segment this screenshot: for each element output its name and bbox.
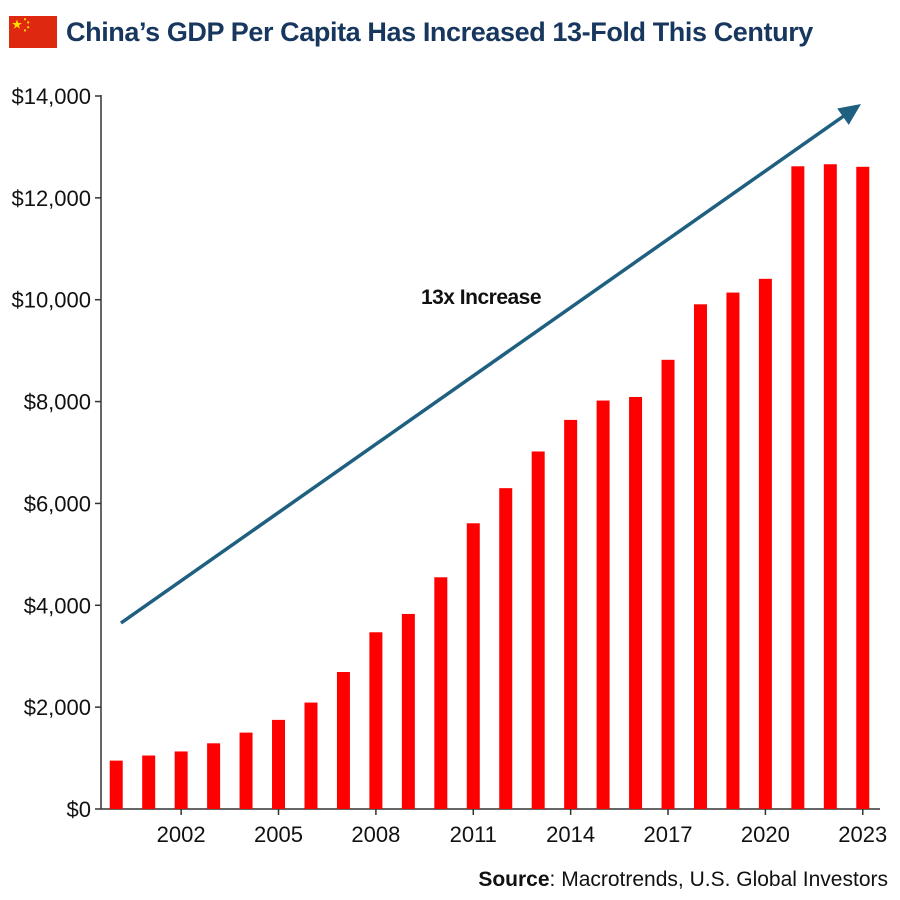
x-tick-label: 2017 — [644, 822, 693, 847]
y-tick-label: $8,000 — [24, 390, 91, 415]
bar-2014 — [564, 419, 578, 809]
bar-2000 — [109, 760, 123, 809]
bar-2010 — [434, 577, 448, 809]
bar-2016 — [629, 396, 643, 809]
y-tick-label: $4,000 — [24, 593, 91, 618]
bar-2006 — [304, 702, 318, 809]
bar-2018 — [693, 304, 707, 809]
bar-2023 — [856, 166, 870, 809]
bar-2022 — [823, 164, 837, 810]
source-note: Source: Macrotrends, U.S. Global Investo… — [478, 868, 888, 892]
source-text: : Macrotrends, U.S. Global Investors — [549, 868, 888, 891]
bar-2004 — [239, 732, 253, 809]
trend-arrow-head — [837, 104, 861, 125]
x-tick-label: 2002 — [157, 822, 206, 847]
chart-header: China’s GDP Per Capita Has Increased 13-… — [8, 12, 813, 52]
y-tick-label: $14,000 — [11, 84, 91, 109]
bar-2001 — [142, 755, 156, 809]
bar-2009 — [401, 613, 415, 809]
bar-2008 — [369, 632, 383, 809]
y-tick-label: $2,000 — [24, 695, 91, 720]
bar-2002 — [174, 751, 188, 809]
trend-arrow-line — [119, 111, 850, 625]
bar-2003 — [207, 743, 221, 809]
x-tick-label: 2014 — [546, 822, 595, 847]
chart-title: China’s GDP Per Capita Has Increased 13-… — [66, 16, 813, 47]
x-tick-label: 2020 — [741, 822, 790, 847]
china-flag-icon — [9, 16, 57, 48]
bar-2012 — [499, 488, 513, 809]
x-tick-label: 2008 — [351, 822, 400, 847]
bar-2015 — [596, 400, 610, 809]
x-tick-label: 2005 — [254, 822, 303, 847]
x-tick-label: 2011 — [450, 822, 497, 847]
x-tick-label: 2023 — [838, 822, 887, 847]
bar-2005 — [272, 719, 286, 809]
bar-2020 — [758, 278, 772, 809]
annotation-label: 13x Increase — [421, 286, 541, 309]
bar-2011 — [466, 523, 480, 809]
bar-2017 — [661, 359, 675, 809]
y-tick-label: $0 — [67, 797, 91, 822]
bar-2019 — [726, 292, 740, 809]
bar-2013 — [531, 451, 545, 809]
bar-2007 — [336, 672, 350, 809]
bar-2021 — [791, 166, 805, 809]
y-tick-label: $12,000 — [11, 186, 91, 211]
y-tick-label: $10,000 — [11, 288, 91, 313]
y-tick-label: $6,000 — [24, 491, 91, 516]
source-label: Source — [478, 868, 550, 891]
